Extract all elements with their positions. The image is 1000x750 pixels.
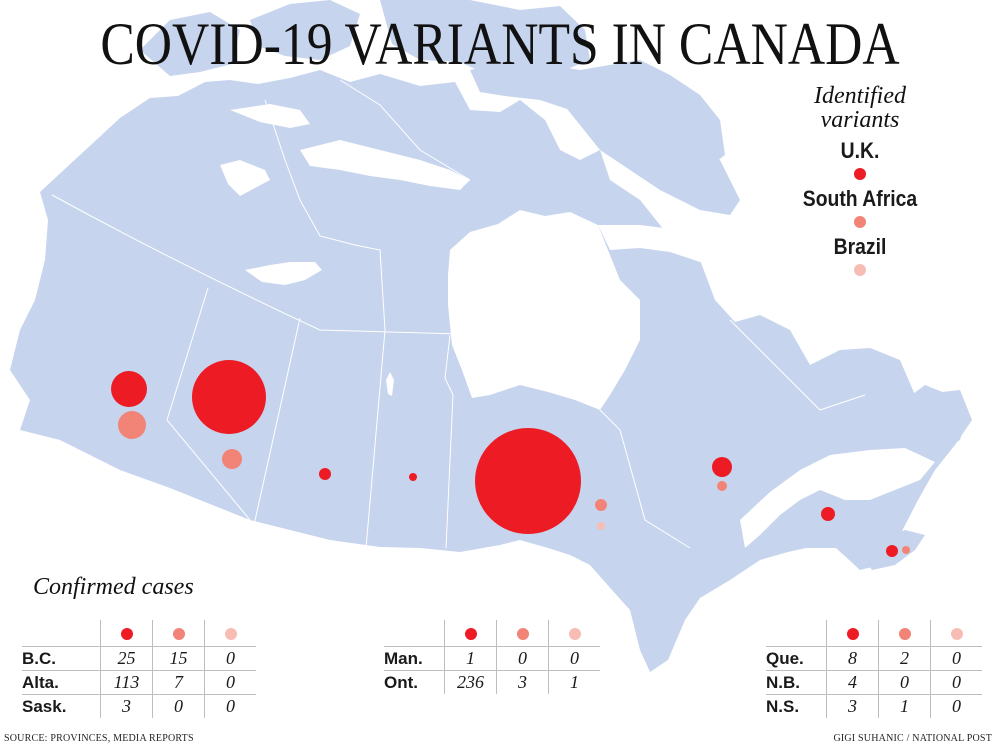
legend-item-south-africa: South Africa — [780, 186, 940, 228]
hudson-bay — [448, 210, 640, 410]
case-marker-que-uk — [712, 457, 732, 477]
legend-label-brazil: Brazil — [833, 234, 887, 259]
legend-label-uk: U.K. — [840, 138, 880, 163]
table-row: N.S. 3 1 0 — [766, 694, 982, 718]
province-label: N.S. — [766, 694, 827, 718]
case-marker-que-southafrica — [717, 481, 727, 491]
south-africa-count: 0 — [496, 646, 549, 671]
cases-table-west: B.C. 25 15 0 Alta. 113 7 0 Sask. 3 0 0 — [22, 620, 256, 718]
uk-count: 8 — [826, 646, 879, 671]
great-bear-lake — [220, 160, 270, 196]
brazil-count: 0 — [930, 646, 982, 671]
south-africa-dot-icon — [172, 628, 185, 641]
variant-markers — [111, 360, 910, 557]
table-row: N.B. 4 0 0 — [766, 670, 982, 695]
brazil-count: 1 — [548, 670, 600, 694]
south-africa-count: 7 — [152, 670, 205, 695]
uk-count: 3 — [100, 694, 153, 718]
south-africa-count: 3 — [496, 670, 549, 694]
brazil-count: 0 — [548, 646, 600, 671]
gulf-st-lawrence — [740, 448, 935, 548]
uk-count: 25 — [100, 646, 153, 671]
uk-dot-icon — [120, 628, 133, 641]
table-row: Que. 8 2 0 — [766, 646, 982, 671]
case-marker-bc-southafrica — [118, 411, 146, 439]
great-slave-lake — [245, 262, 322, 285]
legend-label-south-africa: South Africa — [802, 186, 918, 211]
legend-item-brazil: Brazil — [780, 234, 940, 276]
legend-heading-line1: Identified — [814, 83, 906, 109]
variant-legend: Identified variants U.K. South Africa Br… — [780, 84, 940, 276]
province-label: Ont. — [384, 670, 445, 694]
confirmed-cases-heading: Confirmed cases — [33, 574, 194, 600]
brazil-dot-icon — [224, 628, 237, 641]
source-note: SOURCE: PROVINCES, MEDIA REPORTS — [4, 733, 194, 744]
case-marker-ns-southafrica — [902, 546, 910, 554]
table-row: Ont. 236 3 1 — [384, 670, 600, 694]
legend-heading-line2: variants — [820, 107, 900, 133]
case-marker-sask-uk — [319, 468, 331, 480]
uk-count: 236 — [444, 670, 497, 694]
south-africa-count: 0 — [878, 670, 931, 695]
province-label: B.C. — [22, 646, 101, 671]
credit-note: GIGI SUHANIC / NATIONAL POST — [833, 733, 992, 744]
arctic-islands — [140, 0, 740, 215]
table-header-row — [766, 620, 982, 647]
table-row: B.C. 25 15 0 — [22, 646, 256, 671]
legend-item-uk: U.K. — [780, 138, 940, 180]
arctic-channels — [230, 104, 470, 190]
cases-table-central: Man. 1 0 0 Ont. 236 3 1 — [384, 620, 600, 694]
brazil-dot-icon — [568, 628, 581, 641]
uk-count: 1 — [444, 646, 497, 671]
south-africa-dot-icon — [516, 628, 529, 641]
uk-count: 4 — [826, 670, 879, 695]
table-header-row — [384, 620, 600, 647]
south-africa-count: 2 — [878, 646, 931, 671]
case-marker-ont-uk — [475, 428, 581, 534]
newfoundland — [905, 385, 968, 452]
case-marker-alta-southafrica — [222, 449, 242, 469]
case-marker-man-uk — [409, 473, 417, 481]
provincial-borders — [51, 79, 866, 549]
page-title: COVID-19 VARIANTS IN CANADA — [100, 11, 900, 77]
case-marker-alta-uk — [192, 360, 266, 434]
brazil-count: 0 — [930, 670, 982, 695]
uk-count: 3 — [826, 694, 879, 718]
case-marker-ont-brazil — [597, 522, 605, 530]
case-marker-ns-uk — [886, 545, 898, 557]
case-marker-ont-southafrica — [595, 499, 607, 511]
uk-count: 113 — [100, 670, 153, 695]
hudson-strait — [598, 225, 745, 268]
table-header-row — [22, 620, 256, 647]
south-africa-count: 15 — [152, 646, 205, 671]
south-africa-count: 1 — [878, 694, 931, 718]
uk-dot-icon — [854, 168, 866, 180]
south-africa-count: 0 — [152, 694, 205, 718]
brazil-count: 0 — [930, 694, 982, 718]
brazil-count: 0 — [204, 670, 256, 695]
case-marker-nb-uk — [821, 507, 835, 521]
uk-dot-icon — [846, 628, 859, 641]
uk-dot-icon — [464, 628, 477, 641]
case-marker-bc-uk — [111, 371, 147, 407]
province-label: Que. — [766, 646, 827, 671]
brazil-count: 0 — [204, 694, 256, 718]
brazil-dot-icon — [854, 264, 866, 276]
province-label: Man. — [384, 646, 445, 671]
south-africa-dot-icon — [854, 216, 866, 228]
province-label: Alta. — [22, 670, 101, 695]
cases-table-east: Que. 8 2 0 N.B. 4 0 0 N.S. 3 1 0 — [766, 620, 982, 718]
brazil-dot-icon — [950, 628, 963, 641]
table-row: Man. 1 0 0 — [384, 646, 600, 671]
province-label: N.B. — [766, 670, 827, 695]
province-label: Sask. — [22, 694, 101, 718]
lake-winnipeg — [386, 372, 394, 396]
brazil-count: 0 — [204, 646, 256, 671]
south-africa-dot-icon — [898, 628, 911, 641]
table-row: Alta. 113 7 0 — [22, 670, 256, 695]
table-row: Sask. 3 0 0 — [22, 694, 256, 718]
